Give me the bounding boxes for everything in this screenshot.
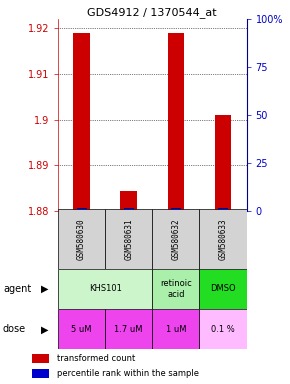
- Bar: [32, 369, 49, 378]
- Text: GSM580632: GSM580632: [171, 218, 180, 260]
- Bar: [77, 207, 86, 211]
- Text: 1 uM: 1 uM: [166, 325, 186, 334]
- Bar: [58, 269, 152, 309]
- Bar: [32, 354, 49, 363]
- Bar: [200, 309, 246, 349]
- Bar: [200, 209, 246, 269]
- Bar: [105, 209, 152, 269]
- Bar: [168, 33, 184, 211]
- Text: ▶: ▶: [41, 284, 49, 294]
- Bar: [73, 33, 90, 211]
- Bar: [58, 309, 105, 349]
- Text: retinoic
acid: retinoic acid: [160, 279, 192, 299]
- Bar: [215, 115, 231, 211]
- Text: dose: dose: [3, 324, 26, 334]
- Text: GSM580633: GSM580633: [218, 218, 227, 260]
- Text: 5 uM: 5 uM: [71, 325, 92, 334]
- Bar: [200, 269, 246, 309]
- Bar: [152, 309, 200, 349]
- Text: ▶: ▶: [41, 324, 49, 334]
- Title: GDS4912 / 1370544_at: GDS4912 / 1370544_at: [88, 7, 217, 18]
- Bar: [218, 207, 228, 211]
- Text: transformed count: transformed count: [57, 354, 135, 363]
- Text: agent: agent: [3, 284, 31, 294]
- Text: DMSO: DMSO: [210, 285, 236, 293]
- Bar: [124, 207, 134, 211]
- Text: 1.7 uM: 1.7 uM: [115, 325, 143, 334]
- Bar: [171, 207, 181, 211]
- Text: 0.1 %: 0.1 %: [211, 325, 235, 334]
- Text: GSM580630: GSM580630: [77, 218, 86, 260]
- Text: KHS101: KHS101: [89, 285, 122, 293]
- Text: percentile rank within the sample: percentile rank within the sample: [57, 369, 199, 378]
- Bar: [152, 269, 200, 309]
- Bar: [120, 190, 137, 211]
- Bar: [152, 209, 200, 269]
- Text: GSM580631: GSM580631: [124, 218, 133, 260]
- Bar: [58, 209, 105, 269]
- Bar: [105, 309, 152, 349]
